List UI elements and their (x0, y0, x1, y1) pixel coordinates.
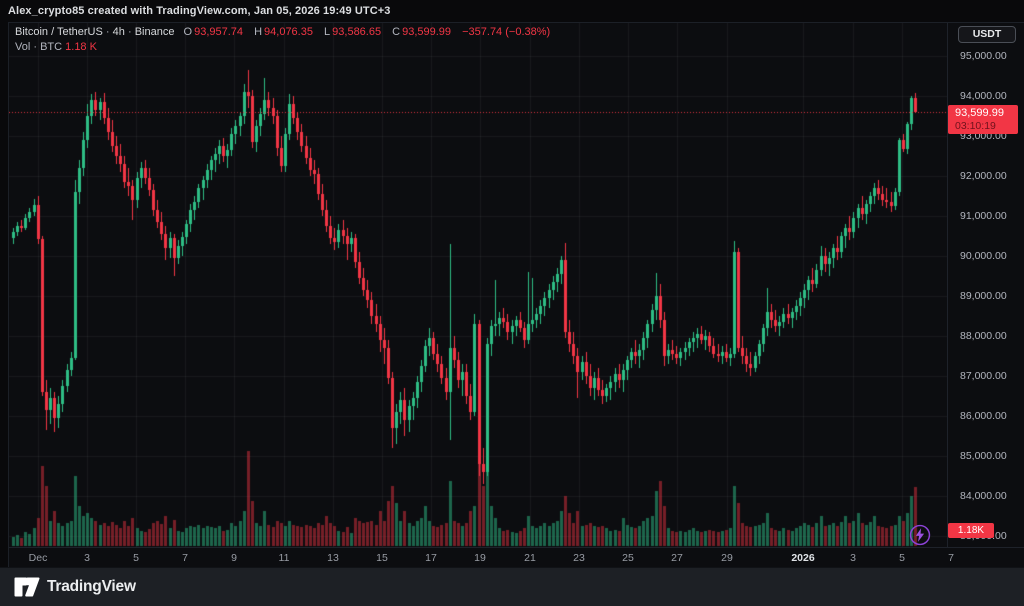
time-axis-label: 3 (850, 552, 856, 564)
attribution-bar: Alex_crypto85 created with TradingView.c… (0, 0, 1024, 22)
price-axis-label: 94,000.00 (960, 90, 1007, 102)
chart-legend: Bitcoin / TetherUS · 4h · Binance O 93,95… (15, 25, 552, 54)
chart-pane[interactable]: Bitcoin / TetherUS · 4h · Binance O 93,95… (9, 23, 947, 547)
current-price-label: 93,599.99 03:10:19 (948, 105, 1018, 134)
time-axis-label: 5 (899, 552, 905, 564)
time-axis-label: 7 (182, 552, 188, 564)
tradingview-logo[interactable]: TradingView (14, 577, 136, 597)
high-value: 94,076.35 (264, 26, 313, 38)
ohlc-values: O 93,957.74 H 94,076.35 L 93,586.65 C 93,599… (178, 26, 553, 38)
time-axis-label: Dec (28, 552, 48, 564)
currency-button[interactable]: USDT (958, 26, 1016, 43)
bottom-toolbar: TradingView (0, 567, 1024, 606)
time-axis-label: 2026 (791, 552, 815, 564)
symbol-row: Bitcoin / TetherUS · 4h · Binance O 93,95… (15, 25, 552, 39)
open-value: 93,957.74 (194, 26, 244, 38)
time-axis-label: 15 (376, 552, 388, 564)
time-axis-label: 11 (278, 552, 290, 564)
change-value: −357.74 (−0.38%) (462, 26, 551, 38)
quick-trade-lightning-button[interactable] (909, 524, 931, 546)
time-axis-label: 3 (84, 552, 90, 564)
time-axis[interactable]: Dec 3 5 7 9 11 13 15 17 19 21 23 25 27 29 2026 3 5 7 (9, 547, 1024, 568)
price-axis-label: 87,000.00 (960, 370, 1007, 382)
high-label: H (254, 26, 263, 38)
price-axis-label: 95,000.00 (960, 50, 1007, 62)
time-axis-label: 7 (948, 552, 954, 564)
price-axis-label: 89,000.00 (960, 290, 1007, 302)
close-label: C (392, 26, 401, 38)
time-axis-label: 23 (573, 552, 585, 564)
interval-label[interactable]: 4h (112, 26, 125, 38)
lightning-icon (909, 524, 931, 546)
time-axis-label: 9 (231, 552, 237, 564)
tradingview-wordmark: TradingView (47, 578, 136, 595)
current-volume-badge: 1.18K (948, 523, 994, 538)
price-axis-label: 90,000.00 (960, 250, 1007, 262)
tradingview-mark-icon (14, 577, 40, 597)
candlestick-chart-canvas[interactable] (9, 23, 947, 547)
time-axis-label: 13 (327, 552, 339, 564)
volume-label: Vol · BTC (15, 41, 63, 53)
price-axis-label: 92,000.00 (960, 170, 1007, 182)
time-axis-label: 5 (133, 552, 139, 564)
exchange-label[interactable]: Binance (134, 26, 175, 38)
time-axis-label: 29 (721, 552, 733, 564)
separator: · (105, 26, 110, 38)
volume-value: 1.18 K (65, 41, 97, 53)
time-axis-label: 25 (622, 552, 634, 564)
time-axis-label: 19 (474, 552, 486, 564)
price-axis-label: 86,000.00 (960, 410, 1007, 422)
price-axis-label: 84,000.00 (960, 490, 1007, 502)
price-axis-label: 85,000.00 (960, 450, 1007, 462)
separator: · (127, 26, 132, 38)
time-axis-label: 21 (524, 552, 536, 564)
current-price-value: 93,599.99 (955, 107, 1004, 119)
price-axis[interactable]: USDT 95,000.00 94,000.00 93,000.00 92,000.0… (947, 23, 1024, 547)
candle-countdown: 03:10:19 (955, 120, 996, 132)
open-label: O (183, 26, 193, 38)
volume-row: Vol · BTC 1.18 K (15, 40, 552, 54)
low-label: L (324, 26, 331, 38)
close-value: 93,599.99 (402, 26, 452, 38)
symbol-title[interactable]: Bitcoin / TetherUS (15, 26, 103, 38)
price-axis-label: 91,000.00 (960, 210, 1007, 222)
price-axis-label: 88,000.00 (960, 330, 1007, 342)
time-axis-label: 17 (425, 552, 437, 564)
low-value: 93,586.65 (332, 26, 382, 38)
chart-widget: Bitcoin / TetherUS · 4h · Binance O 93,95… (8, 22, 1024, 568)
time-axis-label: 27 (671, 552, 683, 564)
